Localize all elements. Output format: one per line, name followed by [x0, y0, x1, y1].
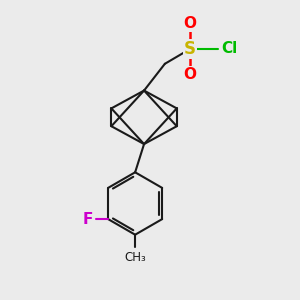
- Text: O: O: [184, 16, 196, 31]
- Text: O: O: [184, 67, 196, 82]
- Text: CH₃: CH₃: [124, 251, 146, 264]
- Text: F: F: [83, 212, 93, 226]
- Text: Cl: Cl: [221, 41, 238, 56]
- Text: S: S: [184, 40, 196, 58]
